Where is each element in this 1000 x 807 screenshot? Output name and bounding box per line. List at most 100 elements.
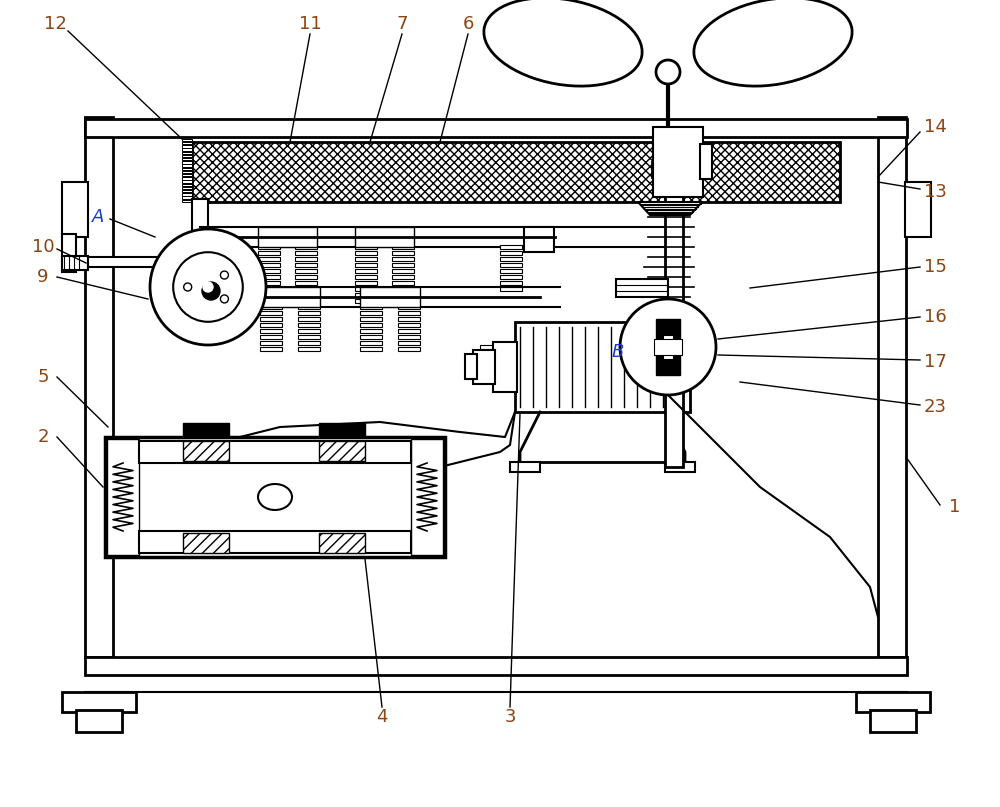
Bar xyxy=(355,245,377,249)
Bar xyxy=(398,323,420,327)
Bar xyxy=(656,319,680,375)
Bar xyxy=(398,305,420,309)
Text: A: A xyxy=(92,208,104,226)
Bar xyxy=(298,305,320,309)
Bar xyxy=(183,533,229,553)
Bar xyxy=(182,158,192,161)
Bar xyxy=(183,441,229,461)
Bar xyxy=(260,335,282,339)
Bar xyxy=(295,245,317,249)
Bar xyxy=(182,171,192,174)
Text: 3: 3 xyxy=(504,708,516,726)
Bar xyxy=(500,281,522,285)
Bar xyxy=(258,281,280,285)
Text: 1: 1 xyxy=(949,498,961,516)
Bar xyxy=(295,281,317,285)
Bar xyxy=(398,335,420,339)
Bar xyxy=(295,299,317,303)
Bar xyxy=(480,357,502,361)
Bar xyxy=(493,342,517,392)
Bar xyxy=(62,182,88,237)
Circle shape xyxy=(173,253,243,322)
Bar xyxy=(85,119,907,137)
Bar xyxy=(665,127,683,467)
Bar xyxy=(260,347,282,351)
Bar xyxy=(260,317,282,321)
Bar xyxy=(298,317,320,321)
Bar xyxy=(360,323,382,327)
Bar xyxy=(392,293,414,297)
Bar xyxy=(510,462,540,472)
Bar xyxy=(85,657,907,675)
Bar xyxy=(355,293,377,297)
Text: B: B xyxy=(612,343,624,361)
Bar xyxy=(700,144,712,179)
Bar xyxy=(480,369,502,373)
Bar xyxy=(360,317,382,321)
Bar xyxy=(355,251,377,255)
Bar xyxy=(480,351,502,355)
Bar xyxy=(295,269,317,273)
Text: 16: 16 xyxy=(924,308,946,326)
Bar xyxy=(182,193,192,195)
Bar xyxy=(392,263,414,267)
Bar xyxy=(653,127,703,197)
Bar xyxy=(392,245,414,249)
Bar xyxy=(182,155,192,157)
Bar xyxy=(392,281,414,285)
Bar xyxy=(500,257,522,261)
Bar xyxy=(515,322,690,412)
Bar xyxy=(62,256,88,270)
Bar xyxy=(355,269,377,273)
Bar xyxy=(258,269,280,273)
Bar xyxy=(260,287,320,307)
Bar xyxy=(392,287,414,291)
Bar xyxy=(355,287,377,291)
Bar xyxy=(524,227,554,252)
Bar xyxy=(878,117,906,657)
Circle shape xyxy=(220,271,228,279)
Bar xyxy=(182,186,192,189)
Bar xyxy=(473,350,495,384)
Text: 13: 13 xyxy=(924,183,946,201)
Bar xyxy=(182,152,192,154)
Bar xyxy=(260,311,282,315)
Ellipse shape xyxy=(694,0,852,86)
Bar xyxy=(355,281,377,285)
Bar xyxy=(319,441,365,461)
Bar xyxy=(182,165,192,167)
Bar xyxy=(500,269,522,273)
Bar xyxy=(192,142,840,202)
Bar xyxy=(258,287,280,291)
Bar xyxy=(139,441,411,463)
Bar xyxy=(298,311,320,315)
Text: 15: 15 xyxy=(924,258,946,276)
Text: 6: 6 xyxy=(462,15,474,33)
Text: 2: 2 xyxy=(37,428,49,446)
Bar xyxy=(182,142,192,144)
Bar xyxy=(182,199,192,202)
Bar xyxy=(298,347,320,351)
Bar xyxy=(480,375,502,379)
Ellipse shape xyxy=(258,484,292,510)
Circle shape xyxy=(184,283,192,291)
Bar xyxy=(616,279,668,297)
Bar xyxy=(76,710,122,732)
Bar xyxy=(258,251,280,255)
Bar xyxy=(500,287,522,291)
Bar xyxy=(295,257,317,261)
Bar xyxy=(298,323,320,327)
Bar xyxy=(319,423,365,437)
Bar xyxy=(139,531,411,553)
Bar xyxy=(500,245,522,249)
Bar xyxy=(295,251,317,255)
Bar xyxy=(392,251,414,255)
Bar xyxy=(260,305,282,309)
Text: 17: 17 xyxy=(924,353,946,371)
Bar xyxy=(355,257,377,261)
Bar xyxy=(295,275,317,279)
Bar xyxy=(182,190,192,192)
Bar xyxy=(192,199,208,247)
Bar xyxy=(182,180,192,183)
Circle shape xyxy=(620,299,716,395)
